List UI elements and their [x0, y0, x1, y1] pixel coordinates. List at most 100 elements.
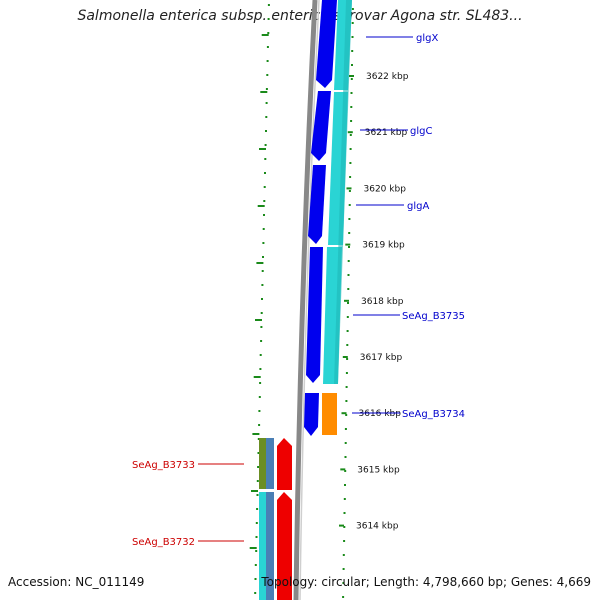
track-dot: [350, 92, 353, 94]
track-dash: [253, 376, 261, 378]
track-dot: [349, 134, 352, 136]
track-dot: [258, 396, 261, 398]
kbp-label: 3617 kbp: [360, 353, 403, 363]
steel-feature-2[interactable]: [266, 492, 274, 600]
track-dot: [346, 330, 349, 332]
track-dot: [265, 116, 268, 118]
olive-feature[interactable]: [259, 438, 266, 489]
track-dot: [342, 568, 345, 570]
track-dot: [266, 60, 269, 62]
track-dot: [347, 274, 350, 276]
track-dot: [343, 540, 346, 542]
track-dot: [345, 414, 348, 416]
track-dot: [261, 298, 263, 300]
kbp-tick: [342, 356, 348, 358]
track-dot: [263, 214, 265, 216]
cds-SeAg_B3732[interactable]: [277, 492, 292, 600]
track-dot: [262, 256, 264, 258]
track-dot: [255, 536, 258, 538]
kbp-label: 3616 kbp: [359, 409, 402, 419]
track-dot: [348, 232, 351, 234]
track-dot: [349, 162, 352, 164]
track-dot: [260, 340, 263, 342]
cds-SeAg_B3733[interactable]: [277, 438, 292, 490]
kbp-label: 3622 kbp: [366, 72, 409, 82]
track-dot: [256, 480, 259, 482]
gene-label-glgC[interactable]: glgC: [410, 126, 432, 137]
track-dot: [258, 424, 261, 426]
steel-feature-1[interactable]: [266, 438, 274, 489]
gene-label-SeAg_B3734[interactable]: SeAg_B3734: [402, 409, 465, 420]
track-dot: [350, 106, 353, 108]
track-dot: [343, 512, 346, 514]
gene-label-SeAg_B3732[interactable]: SeAg_B3732: [132, 537, 195, 548]
gc-skew-track: [342, 8, 354, 598]
gene-label-SeAg_B3735[interactable]: SeAg_B3735: [402, 311, 465, 322]
track-dot: [348, 190, 351, 192]
track-dot: [342, 582, 345, 584]
cyan-feature-rev[interactable]: [259, 492, 266, 600]
track-dot: [261, 284, 264, 286]
track-dash: [256, 262, 264, 264]
topology-label: Topology: circular; Length: 4,798,660 bp…: [261, 575, 591, 589]
kbp-scale: 3622 kbp 3621 kbp 3620 kbp 3619 kbp 3618 kbp…: [339, 72, 409, 532]
cds-glgX[interactable]: [316, 0, 337, 88]
orange-feature[interactable]: [322, 393, 337, 435]
gene-label-glgA[interactable]: glgA: [407, 201, 429, 212]
track-dot: [351, 50, 354, 52]
track-dot: [267, 18, 270, 20]
track-dot: [254, 564, 257, 566]
track-dot: [265, 88, 268, 90]
kbp-tick: [346, 187, 352, 190]
track-dot: [254, 592, 257, 594]
track-dot: [263, 200, 266, 202]
kbp-tick: [344, 299, 349, 302]
track-dot: [257, 452, 260, 454]
track-dot: [260, 312, 263, 314]
track-dot: [259, 354, 262, 356]
kbp-label: 3621 kbp: [365, 128, 408, 138]
track-dash: [261, 34, 269, 36]
track-dot: [350, 120, 353, 122]
gc-content-track: [249, 4, 270, 594]
track-dot: [349, 176, 352, 178]
track-dot: [259, 382, 262, 384]
track-dot: [256, 508, 259, 510]
kbp-label: 3615 kbp: [357, 465, 400, 475]
kbp-label: 3620 kbp: [364, 184, 407, 194]
forward-cds-track: [304, 0, 337, 436]
track-dot: [348, 246, 350, 248]
track-dot: [342, 596, 345, 598]
track-dot: [344, 456, 347, 458]
track-dot: [266, 46, 269, 48]
track-dot: [351, 22, 354, 24]
gene-label-glgX[interactable]: glgX: [416, 33, 438, 44]
cds-SeAg_B3734[interactable]: [304, 393, 319, 436]
track-dot: [265, 102, 268, 104]
track-dot: [345, 386, 348, 388]
track-dot: [344, 428, 347, 430]
track-dash: [257, 205, 265, 207]
kbp-tick: [339, 524, 344, 527]
accession-label: Accession: NC_011149: [8, 575, 145, 589]
kbp-tick: [340, 468, 346, 471]
track-dot: [345, 400, 348, 402]
track-dot: [260, 326, 263, 328]
track-dot: [349, 148, 352, 150]
gene-labels: glgX glgC glgA SeAg_B3735 SeAg_B3734 SeAg_B37…: [132, 33, 465, 548]
kbp-label: 3614 kbp: [356, 522, 399, 532]
track-dot: [351, 36, 354, 38]
cds-glgA[interactable]: [308, 165, 326, 244]
genome-backbone-shadow: [299, 0, 320, 600]
cds-SeAg_B3735[interactable]: [306, 247, 323, 383]
track-dot: [264, 144, 267, 146]
cyan-stripe: [334, 0, 352, 384]
track-dot: [342, 554, 345, 556]
cds-glgC[interactable]: [311, 91, 331, 161]
track-dash: [260, 91, 268, 93]
kbp-tick: [341, 412, 347, 415]
gene-label-SeAg_B3733[interactable]: SeAg_B3733: [132, 460, 195, 471]
kbp-label: 3618 kbp: [361, 297, 404, 307]
track-dot: [255, 522, 258, 524]
